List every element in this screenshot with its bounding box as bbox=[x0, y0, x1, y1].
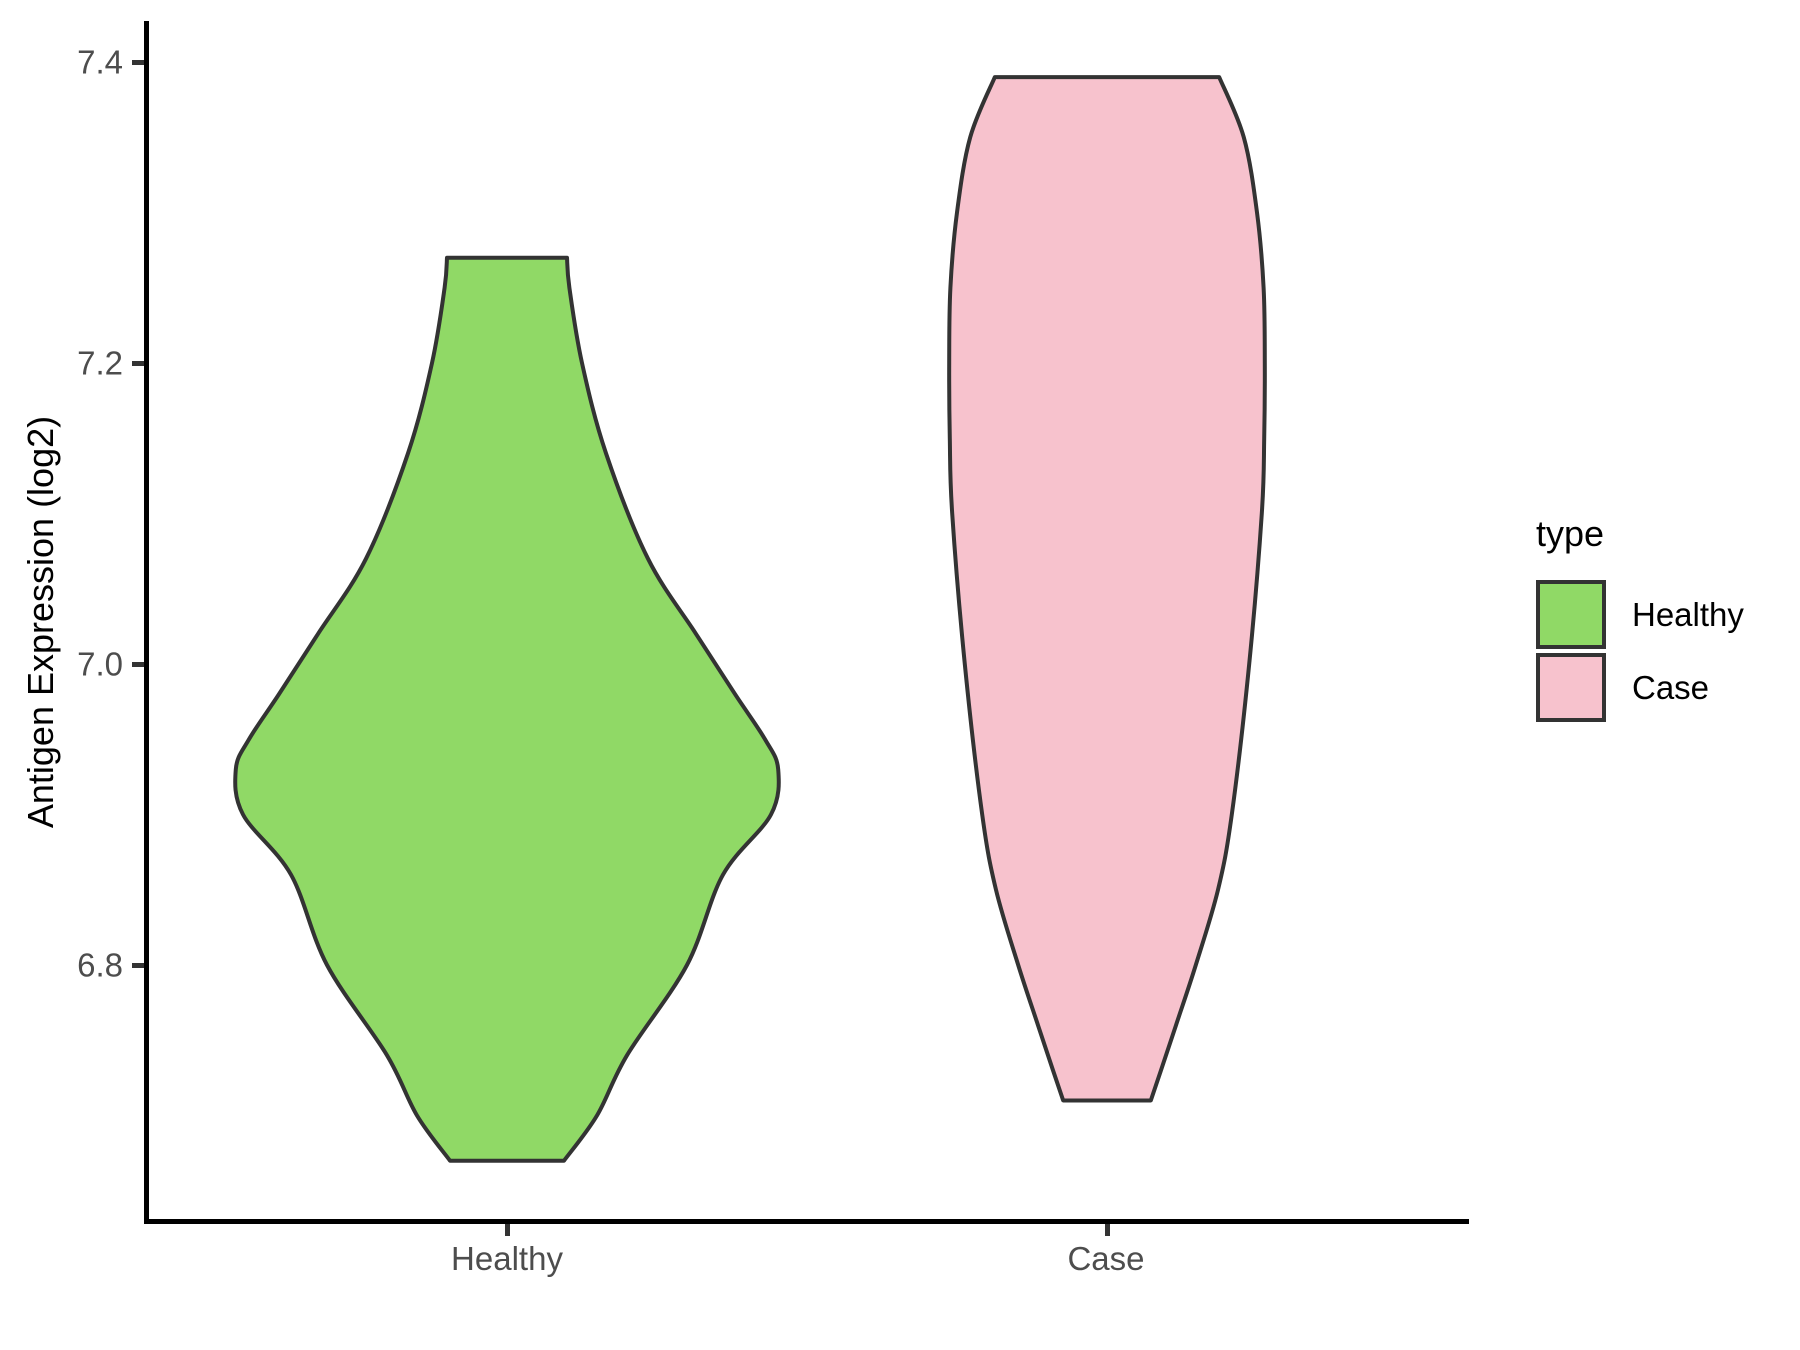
legend-key-healthy bbox=[1536, 580, 1606, 650]
legend-title: type bbox=[1536, 513, 1605, 554]
legend-key-case bbox=[1536, 653, 1606, 723]
y-tick-mark bbox=[132, 360, 144, 366]
y-tick-label: 7.0 bbox=[77, 645, 123, 683]
legend-item-case: Case bbox=[1536, 653, 1744, 723]
violin-healthy bbox=[233, 255, 781, 1163]
legend-label-case: Case bbox=[1632, 668, 1710, 706]
y-tick-label: 6.8 bbox=[77, 946, 123, 984]
x-tick-mark bbox=[504, 1224, 510, 1236]
y-tick-label: 7.4 bbox=[77, 43, 123, 81]
y-tick-mark bbox=[132, 962, 144, 968]
y-tick-label: 7.2 bbox=[77, 344, 123, 382]
x-axis-label-case: Case bbox=[1067, 1240, 1145, 1277]
legend-label-healthy: Healthy bbox=[1632, 595, 1744, 633]
y-tick-mark bbox=[132, 59, 144, 65]
legend: type Healthy Case bbox=[1536, 514, 1744, 726]
legend-item-healthy: Healthy bbox=[1536, 580, 1744, 650]
y-axis-line bbox=[144, 21, 149, 1224]
x-axis-label-healthy: Healthy bbox=[451, 1240, 563, 1277]
x-tick-mark bbox=[1104, 1224, 1110, 1236]
x-axis-line bbox=[144, 1219, 1469, 1224]
y-tick-mark bbox=[132, 661, 144, 667]
violin-case bbox=[947, 75, 1267, 1103]
